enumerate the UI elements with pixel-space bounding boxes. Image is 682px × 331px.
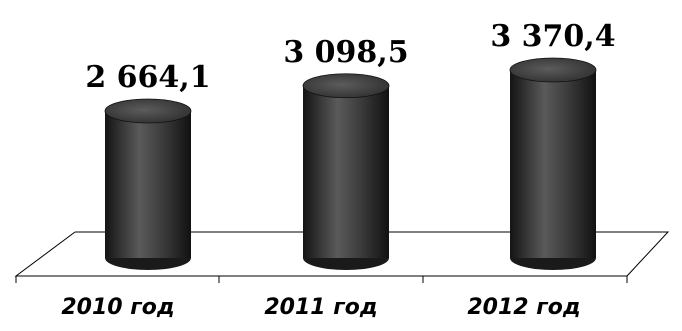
- data-label-3: 3 370,4: [490, 19, 615, 54]
- bar-top-2: [302, 73, 390, 99]
- bar-1: [104, 98, 192, 270]
- bar-2: [302, 73, 390, 270]
- x-tick-label-1: 2010 год: [61, 295, 174, 320]
- bar-top-1: [104, 98, 192, 124]
- bar-top-3: [509, 57, 597, 83]
- bar-body-3: [510, 70, 596, 258]
- value-labels-group: 2 664,1 3 098,5 3 370,4: [85, 19, 615, 95]
- data-label-2: 3 098,5: [283, 35, 408, 70]
- bar-3: [509, 57, 597, 270]
- floor-back-edge: [75, 231, 670, 277]
- bar-body-2: [303, 85, 389, 259]
- x-tick-label-2: 2011 год: [264, 295, 377, 320]
- bars-group: [104, 57, 597, 270]
- bar-body-1: [105, 111, 191, 258]
- x-tick-label-3: 2012 год: [467, 295, 580, 320]
- category-labels-group: 2010 год 2011 год 2012 год: [61, 295, 580, 320]
- floor-plane: [14, 231, 670, 283]
- data-label-1: 2 664,1: [85, 60, 210, 95]
